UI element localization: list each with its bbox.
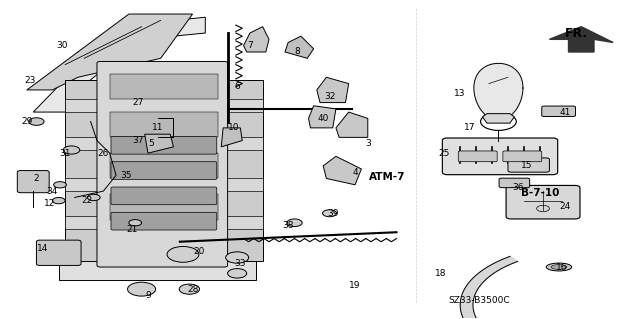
Polygon shape <box>474 63 523 120</box>
Text: 20: 20 <box>193 247 205 256</box>
Text: 15: 15 <box>522 161 533 170</box>
Polygon shape <box>65 137 262 150</box>
Polygon shape <box>549 27 613 52</box>
Polygon shape <box>460 256 581 319</box>
Text: 3: 3 <box>365 139 371 148</box>
Circle shape <box>228 269 246 278</box>
Text: 38: 38 <box>282 221 294 230</box>
Text: 37: 37 <box>132 136 144 145</box>
Text: 26: 26 <box>98 149 109 158</box>
Text: 16: 16 <box>556 263 568 271</box>
Circle shape <box>167 247 199 262</box>
FancyBboxPatch shape <box>541 106 575 116</box>
Text: B-7-10: B-7-10 <box>521 188 559 198</box>
Text: 30: 30 <box>56 41 68 50</box>
FancyBboxPatch shape <box>508 158 549 172</box>
Text: 17: 17 <box>464 123 476 132</box>
Polygon shape <box>225 80 262 261</box>
FancyBboxPatch shape <box>97 62 228 267</box>
FancyBboxPatch shape <box>111 137 217 154</box>
Polygon shape <box>65 216 262 229</box>
Text: 27: 27 <box>132 98 144 107</box>
Text: 14: 14 <box>37 243 49 253</box>
Text: 6: 6 <box>234 82 240 91</box>
Polygon shape <box>33 17 205 112</box>
FancyBboxPatch shape <box>503 151 541 162</box>
Text: 8: 8 <box>295 48 301 56</box>
Polygon shape <box>483 114 515 123</box>
Text: 23: 23 <box>24 76 36 85</box>
Text: 13: 13 <box>454 89 466 98</box>
Text: 7: 7 <box>247 41 253 50</box>
Text: 32: 32 <box>324 92 335 101</box>
Text: SZ33-B3500C: SZ33-B3500C <box>449 296 510 305</box>
Text: 21: 21 <box>126 225 138 234</box>
Text: 22: 22 <box>82 196 93 205</box>
Text: 35: 35 <box>120 171 131 180</box>
FancyBboxPatch shape <box>111 212 217 230</box>
Text: 10: 10 <box>228 123 240 132</box>
Polygon shape <box>65 80 103 261</box>
Text: ATM-7: ATM-7 <box>369 172 405 182</box>
Polygon shape <box>285 36 314 58</box>
Text: 2: 2 <box>34 174 39 183</box>
Ellipse shape <box>546 263 572 271</box>
FancyBboxPatch shape <box>17 171 49 193</box>
Text: 28: 28 <box>187 285 198 294</box>
Circle shape <box>127 282 156 296</box>
Circle shape <box>88 194 100 201</box>
Circle shape <box>287 219 302 226</box>
Circle shape <box>54 182 67 188</box>
FancyBboxPatch shape <box>111 162 217 179</box>
Polygon shape <box>221 128 243 147</box>
Circle shape <box>226 252 248 263</box>
Text: 19: 19 <box>349 281 361 291</box>
FancyBboxPatch shape <box>499 178 530 188</box>
Polygon shape <box>244 27 269 52</box>
Circle shape <box>129 219 141 226</box>
Text: 9: 9 <box>145 291 151 300</box>
FancyBboxPatch shape <box>458 151 497 162</box>
Text: 31: 31 <box>60 149 71 158</box>
Text: 4: 4 <box>352 168 358 177</box>
Text: 40: 40 <box>317 114 329 123</box>
Text: 25: 25 <box>438 149 450 158</box>
Text: 33: 33 <box>235 259 246 268</box>
Text: 39: 39 <box>327 209 339 218</box>
Polygon shape <box>145 134 173 153</box>
Circle shape <box>179 284 200 294</box>
Polygon shape <box>109 112 218 137</box>
FancyBboxPatch shape <box>111 187 217 205</box>
Text: 12: 12 <box>44 199 55 208</box>
Circle shape <box>52 197 65 204</box>
Circle shape <box>323 210 337 217</box>
Text: 34: 34 <box>47 187 58 196</box>
Polygon shape <box>109 153 218 178</box>
Text: 41: 41 <box>559 108 571 116</box>
Circle shape <box>481 113 516 130</box>
FancyBboxPatch shape <box>36 240 81 265</box>
Text: 18: 18 <box>435 269 447 278</box>
Polygon shape <box>27 14 193 90</box>
Polygon shape <box>109 74 218 100</box>
Text: 5: 5 <box>148 139 154 148</box>
Ellipse shape <box>551 265 567 269</box>
FancyBboxPatch shape <box>506 185 580 219</box>
Polygon shape <box>109 194 218 219</box>
Circle shape <box>63 146 80 154</box>
Polygon shape <box>336 112 368 137</box>
Polygon shape <box>317 77 349 103</box>
Polygon shape <box>323 156 362 185</box>
Polygon shape <box>65 178 262 191</box>
Polygon shape <box>65 100 262 112</box>
Text: 11: 11 <box>152 123 163 132</box>
Polygon shape <box>59 248 256 280</box>
FancyBboxPatch shape <box>442 138 557 175</box>
Circle shape <box>29 118 44 125</box>
Text: FR.: FR. <box>565 26 588 40</box>
Text: 29: 29 <box>21 117 33 126</box>
Text: 36: 36 <box>512 183 524 192</box>
Text: 24: 24 <box>560 203 571 211</box>
Polygon shape <box>308 106 336 128</box>
